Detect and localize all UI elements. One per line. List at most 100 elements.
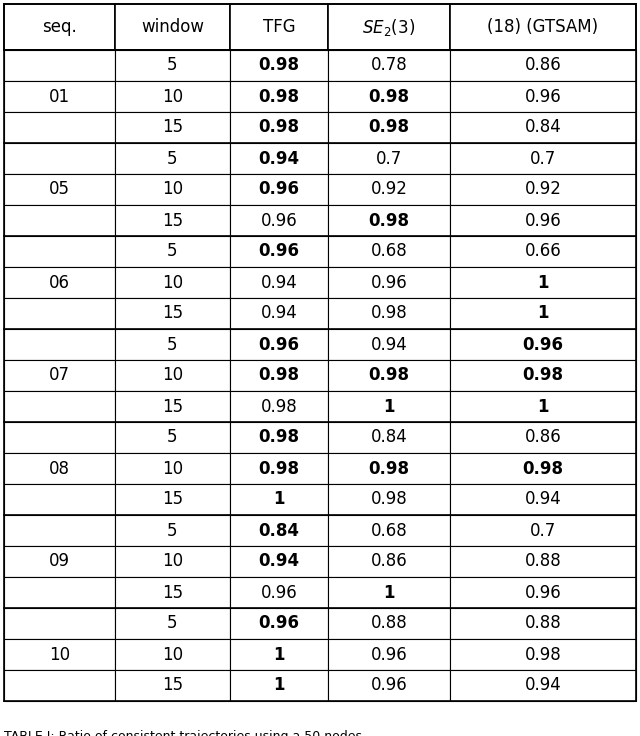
Text: 5: 5 [167,428,178,447]
Bar [328,515,450,546]
Text: 0.84: 0.84 [525,118,561,136]
Bar [230,267,328,298]
Bar [4,112,115,143]
Text: 08: 08 [49,459,70,478]
Bar [450,577,636,608]
Text: 10: 10 [162,459,183,478]
Bar [328,360,450,391]
Bar [4,577,115,608]
Text: 0.98: 0.98 [369,118,410,136]
Text: 0.94: 0.94 [259,553,300,570]
Bar [4,205,115,236]
Text: 5: 5 [167,149,178,168]
Text: 0.94: 0.94 [525,490,561,509]
Bar [115,360,230,391]
Text: 0.98: 0.98 [371,490,408,509]
Bar [450,143,636,174]
Bar [115,422,230,453]
Text: 0.98: 0.98 [259,88,300,105]
Bar [4,360,115,391]
Text: 0.98: 0.98 [369,367,410,384]
Bar [230,143,328,174]
Text: 01: 01 [49,88,70,105]
Text: 0.96: 0.96 [522,336,563,353]
Bar [4,546,115,577]
Text: 0.98: 0.98 [369,211,410,230]
Text: 1: 1 [273,676,285,695]
Text: 0.98: 0.98 [525,645,561,663]
Bar [115,546,230,577]
Text: 0.86: 0.86 [525,428,561,447]
Bar [115,205,230,236]
Text: 0.86: 0.86 [525,57,561,74]
Bar [328,391,450,422]
Text: 0.84: 0.84 [371,428,408,447]
Bar [450,453,636,484]
Bar [115,4,230,50]
Text: 0.92: 0.92 [525,180,561,199]
Text: 15: 15 [162,584,183,601]
Bar [450,81,636,112]
Text: 0.94: 0.94 [260,305,298,322]
Text: 0.66: 0.66 [525,242,561,261]
Bar [328,4,450,50]
Text: seq.: seq. [42,18,77,36]
Bar [230,360,328,391]
Bar [230,205,328,236]
Text: 0.86: 0.86 [371,553,408,570]
Bar [328,174,450,205]
Bar [115,174,230,205]
Bar [230,4,328,50]
Text: 15: 15 [162,305,183,322]
Bar [230,81,328,112]
Bar [230,236,328,267]
Bar [328,453,450,484]
Text: TABLE I: Ratio of consistent trajectories using a 50 nodes: TABLE I: Ratio of consistent trajectorie… [4,730,362,736]
Text: 15: 15 [162,118,183,136]
Bar [328,81,450,112]
Bar [4,50,115,81]
Bar [115,267,230,298]
Bar [450,205,636,236]
Bar [450,670,636,701]
Bar [450,50,636,81]
Bar [230,50,328,81]
Text: 5: 5 [167,242,178,261]
Text: 1: 1 [273,490,285,509]
Bar [328,143,450,174]
Text: 0.96: 0.96 [259,615,300,632]
Text: 15: 15 [162,490,183,509]
Text: window: window [141,18,204,36]
Text: 0.98: 0.98 [522,367,563,384]
Text: 0.78: 0.78 [371,57,408,74]
Bar [4,81,115,112]
Bar [450,298,636,329]
Bar [328,546,450,577]
Text: 1: 1 [383,584,395,601]
Bar [4,143,115,174]
Text: 0.7: 0.7 [530,149,556,168]
Text: 10: 10 [162,274,183,291]
Bar [328,112,450,143]
Bar [115,453,230,484]
Bar [230,670,328,701]
Text: 10: 10 [162,553,183,570]
Bar [115,608,230,639]
Text: 0.98: 0.98 [260,397,298,416]
Text: 0.88: 0.88 [525,615,561,632]
Bar [4,639,115,670]
Bar [115,577,230,608]
Text: 0.96: 0.96 [525,584,561,601]
Text: 10: 10 [162,88,183,105]
Bar [450,4,636,50]
Text: 0.98: 0.98 [522,459,563,478]
Bar [230,422,328,453]
Text: 0.96: 0.96 [525,88,561,105]
Text: 0.7: 0.7 [376,149,402,168]
Text: 0.96: 0.96 [259,336,300,353]
Text: 0.98: 0.98 [259,118,300,136]
Bar [4,670,115,701]
Text: $\mathit{SE}_2(3)$: $\mathit{SE}_2(3)$ [362,16,415,38]
Bar [230,298,328,329]
Bar [328,236,450,267]
